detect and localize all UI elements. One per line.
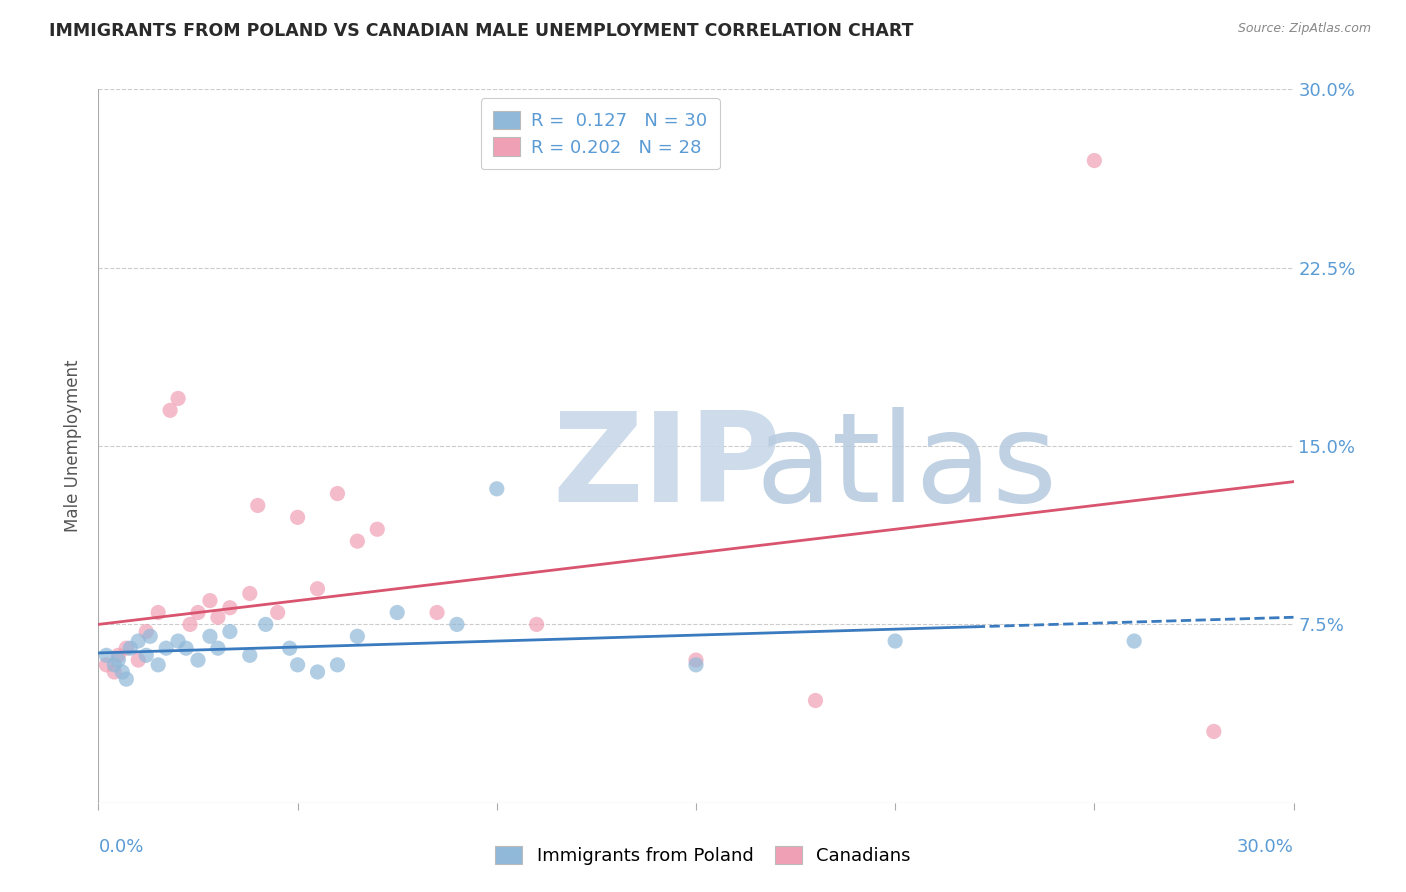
Point: [385, 606, 409, 620]
Point: [127, 634, 149, 648]
Point: [326, 657, 349, 672]
Point: [198, 593, 221, 607]
Point: [366, 522, 388, 536]
Point: [307, 582, 329, 596]
Point: [446, 617, 468, 632]
Point: [107, 648, 129, 663]
Text: Source: ZipAtlas.com: Source: ZipAtlas.com: [1237, 22, 1371, 36]
Point: [219, 624, 242, 639]
Point: [148, 657, 170, 672]
Point: [287, 657, 309, 672]
Point: [115, 672, 138, 686]
Point: [139, 629, 162, 643]
Text: ZIP: ZIP: [553, 407, 782, 528]
Point: [804, 693, 827, 707]
Point: [103, 657, 125, 672]
Point: [485, 482, 508, 496]
Point: [159, 403, 181, 417]
Point: [1083, 153, 1105, 168]
Point: [1202, 724, 1225, 739]
Point: [685, 657, 707, 672]
Y-axis label: Male Unemployment: Male Unemployment: [65, 359, 83, 533]
Point: [346, 534, 368, 549]
Point: [239, 586, 262, 600]
Point: [107, 653, 129, 667]
Point: [135, 624, 157, 639]
Point: [174, 641, 197, 656]
Point: [96, 648, 118, 663]
Point: [219, 600, 242, 615]
Point: [326, 486, 349, 500]
Point: [187, 606, 209, 620]
Point: [267, 606, 290, 620]
Point: [198, 629, 221, 643]
Point: [148, 606, 170, 620]
Point: [426, 606, 449, 620]
Text: IMMIGRANTS FROM POLAND VS CANADIAN MALE UNEMPLOYMENT CORRELATION CHART: IMMIGRANTS FROM POLAND VS CANADIAN MALE …: [49, 22, 914, 40]
Point: [167, 634, 190, 648]
Point: [685, 653, 707, 667]
Point: [346, 629, 368, 643]
Point: [155, 641, 177, 656]
Point: [103, 665, 125, 679]
Point: [207, 641, 229, 656]
Point: [115, 641, 138, 656]
Point: [1123, 634, 1146, 648]
Text: atlas: atlas: [756, 407, 1057, 528]
Point: [111, 665, 134, 679]
Point: [167, 392, 190, 406]
Text: 0.0%: 0.0%: [98, 838, 143, 856]
Point: [96, 657, 118, 672]
Point: [278, 641, 301, 656]
Point: [120, 641, 142, 656]
Point: [187, 653, 209, 667]
Point: [179, 617, 201, 632]
Point: [307, 665, 329, 679]
Point: [246, 499, 269, 513]
Text: 30.0%: 30.0%: [1237, 838, 1294, 856]
Point: [526, 617, 548, 632]
Point: [207, 610, 229, 624]
Point: [239, 648, 262, 663]
Point: [884, 634, 907, 648]
Point: [135, 648, 157, 663]
Point: [287, 510, 309, 524]
Legend: R =  0.127   N = 30, R = 0.202   N = 28: R = 0.127 N = 30, R = 0.202 N = 28: [481, 98, 720, 169]
Point: [127, 653, 149, 667]
Point: [254, 617, 277, 632]
Legend: Immigrants from Poland, Canadians: Immigrants from Poland, Canadians: [486, 837, 920, 874]
